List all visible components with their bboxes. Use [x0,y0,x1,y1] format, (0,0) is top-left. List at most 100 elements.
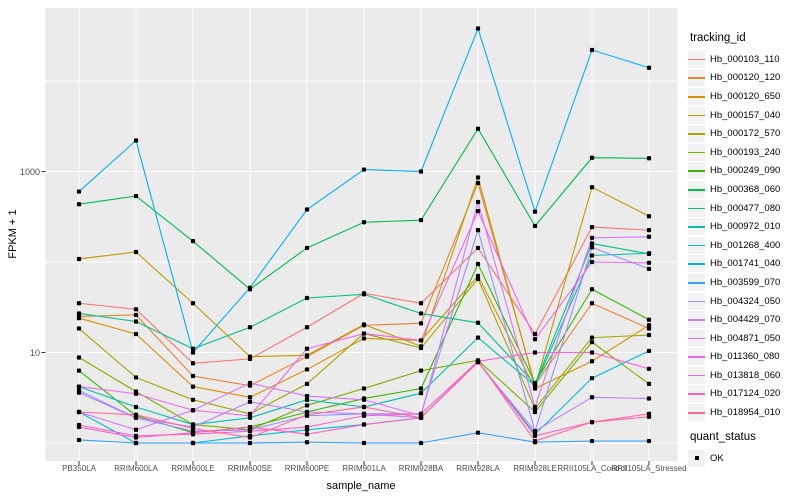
data-point [190,408,196,413]
legend-label: Hb_000172_570 [710,128,781,140]
legend-entry-Hb_000193_240: Hb_000193_240 [688,143,800,162]
data-point [418,311,424,316]
data-point [190,430,196,435]
data-point [475,228,481,233]
data-point [418,440,424,446]
legend-label: Hb_000249_090 [710,165,781,177]
legend-title-tracking-id: tracking_id [690,32,746,44]
legend-key-icon [688,106,705,124]
legend-key-icon [688,311,705,329]
y-tick-label: 10 [29,347,40,358]
legend-line-swatch [688,263,705,265]
data-point [418,218,424,223]
data-point [589,438,595,444]
data-point [418,411,424,416]
data-point [190,239,196,244]
data-point [589,340,595,345]
legend-entry-Hb_000972_010: Hb_000972_010 [688,217,800,236]
data-point [475,180,481,186]
data-point [532,331,538,337]
data-point [76,384,82,389]
data-point [76,301,82,306]
data-point [361,220,367,225]
legend-line-swatch [688,114,705,117]
legend-entry-ok: OK [688,449,800,468]
data-point [133,440,139,446]
legend-label: Hb_000103_110 [710,53,780,65]
legend-line-swatch [688,188,705,191]
legend-label: Hb_018954_010 [710,407,781,419]
data-point [304,403,310,408]
legend-label: Hb_001741_040 [710,258,781,270]
data-point [304,440,310,445]
legend-entry-Hb_000368_060: Hb_000368_060 [688,180,800,199]
data-point [418,345,424,351]
data-point [589,47,595,53]
data-point [475,320,481,325]
data-point [475,358,481,363]
data-point [646,381,652,386]
data-point [589,241,595,246]
data-point [247,435,253,440]
legend-line-swatch [688,133,705,135]
data-point [646,65,652,70]
data-point [475,261,481,267]
data-point [589,253,595,258]
data-point [646,348,652,354]
data-point [133,193,139,199]
data-point [361,413,367,418]
legend-line-swatch [688,281,705,284]
legend-line-swatch [688,170,705,172]
data-point [361,422,367,427]
data-point [304,367,310,372]
data-point [247,399,253,404]
legend-entry-Hb_001741_040: Hb_001741_040 [688,255,800,274]
legend-key-icon [688,50,705,68]
data-point [76,189,82,194]
data-point [190,350,196,355]
legend-key-icon [688,273,705,291]
data-point [304,397,310,402]
data-point [418,338,424,343]
data-point [247,413,253,418]
legend-label: Hb_011360_080 [710,351,780,363]
data-point [76,256,82,262]
legend-line-swatch [688,374,705,377]
legend-line-swatch [688,300,705,303]
data-point [589,335,595,340]
legend-label: Hb_000120_120 [710,72,781,84]
data-point [133,331,139,337]
data-point [190,426,196,431]
data-point [532,404,538,410]
data-point [646,323,652,328]
legend-title-quant-status: quant_status [690,430,756,443]
data-point [247,354,253,359]
data-point [361,336,367,341]
data-point [304,353,310,358]
data-point [304,207,310,212]
legend-label: Hb_013818_060 [710,369,781,381]
data-point [133,412,139,417]
legend-entry-Hb_004324_050: Hb_004324_050 [688,292,800,311]
legend-key-icon [688,143,705,161]
data-point [361,440,367,446]
legend-label: Hb_004871_050 [710,332,781,344]
data-point [133,319,139,324]
x-tick-label: RRIM928LE [513,464,557,473]
data-point [247,325,253,330]
legend-entry-Hb_000157_040: Hb_000157_040 [688,106,800,125]
data-point [361,404,367,410]
legend-line-swatch [688,244,705,247]
data-point [133,435,139,440]
legend-entry-Hb_011360_080: Hb_011360_080 [688,348,800,367]
data-point [418,391,424,396]
data-point [133,375,139,380]
data-point [190,346,196,351]
data-point [646,332,652,338]
data-point [133,427,139,432]
legend-label: Hb_004324_050 [710,295,781,307]
data-point [646,438,652,444]
legend-quant-status-block: quant_status OK [688,431,800,468]
data-point [304,245,310,251]
